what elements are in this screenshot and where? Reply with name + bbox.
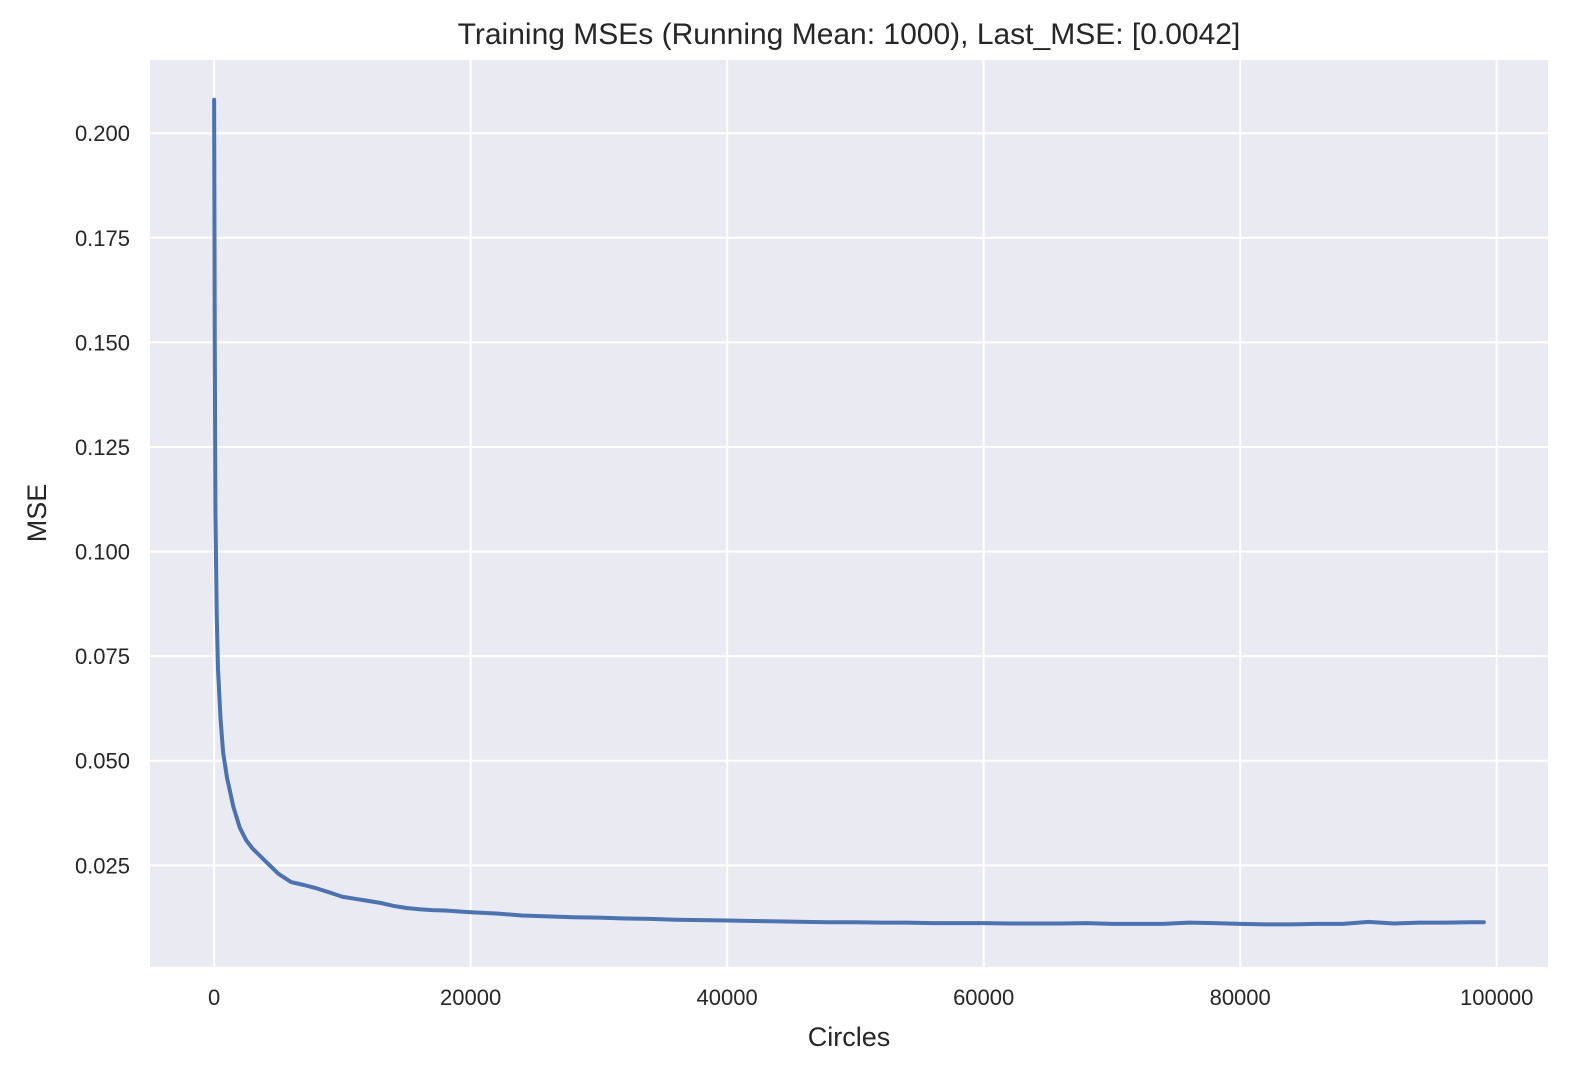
x-tick-label: 100000 (1460, 985, 1533, 1010)
grid-lines (150, 60, 1548, 967)
y-axis-label: MSE (22, 484, 52, 543)
y-tick-label: 0.075 (75, 644, 130, 669)
x-axis-label: Circles (808, 1022, 891, 1052)
x-tick-label: 20000 (440, 985, 501, 1010)
x-tick-label: 80000 (1210, 985, 1271, 1010)
plot-area (150, 60, 1548, 967)
x-axis-ticks: 0 20000 40000 60000 80000 100000 (208, 985, 1533, 1010)
y-tick-label: 0.200 (75, 121, 130, 146)
mse-series-line (212, 97, 1486, 927)
y-tick-label: 0.175 (75, 226, 130, 251)
x-tick-label: 0 (208, 985, 220, 1010)
y-axis-ticks: 0.025 0.050 0.075 0.100 0.125 0.150 0.175 0.200 (75, 121, 130, 878)
series-layer (212, 97, 1486, 927)
y-tick-label: 0.150 (75, 330, 130, 355)
chart-title: Training MSEs (Running Mean: 1000), Last… (458, 18, 1241, 51)
y-tick-label: 0.100 (75, 540, 130, 565)
y-tick-label: 0.025 (75, 853, 130, 878)
x-tick-label: 60000 (953, 985, 1014, 1010)
y-tick-label: 0.125 (75, 435, 130, 460)
y-tick-label: 0.050 (75, 749, 130, 774)
x-tick-label: 40000 (697, 985, 758, 1010)
